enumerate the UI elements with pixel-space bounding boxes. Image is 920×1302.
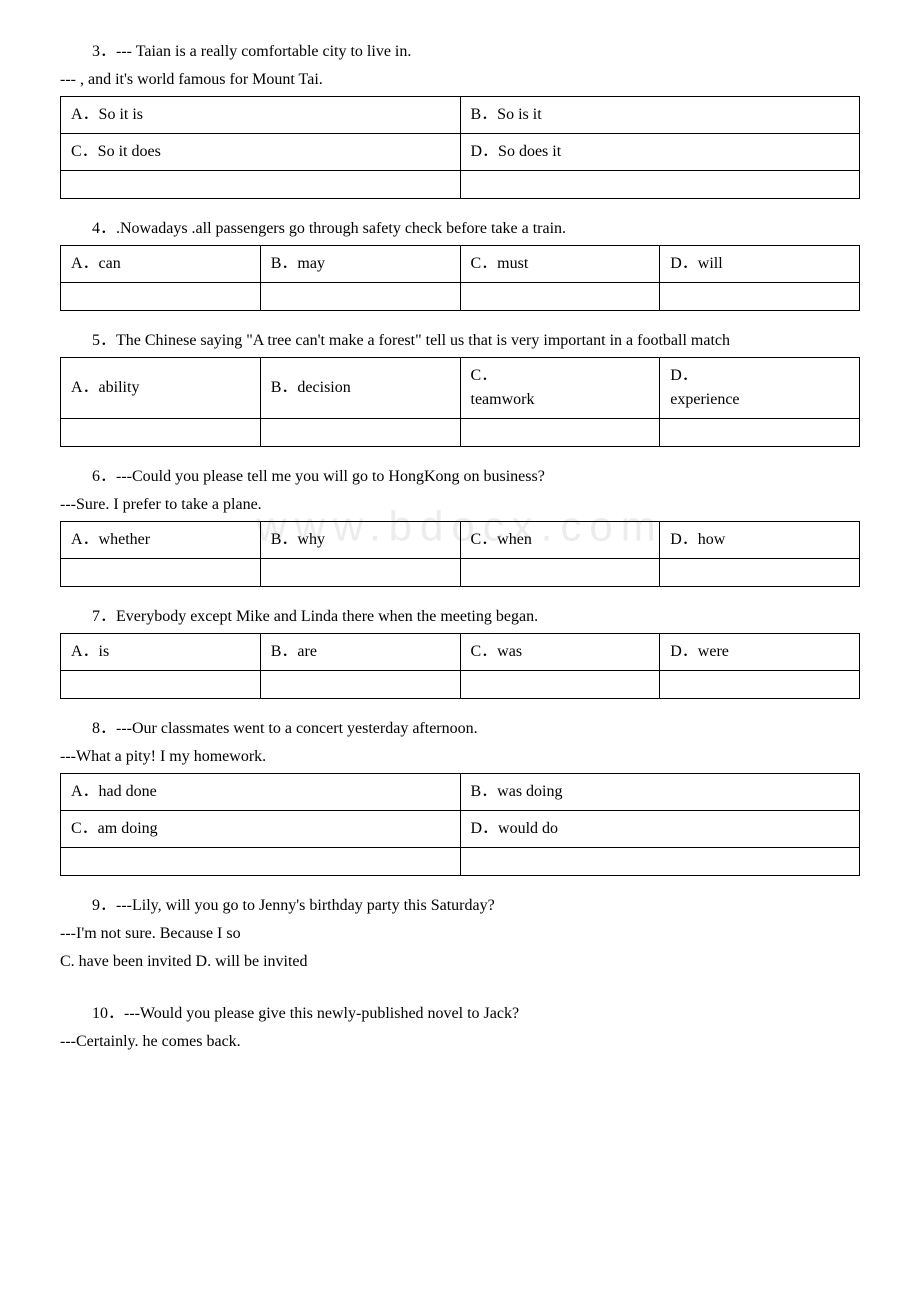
q7-option-a: A．is <box>61 634 261 671</box>
q3-line1: 3．--- Taian is a really comfortable city… <box>60 40 860 64</box>
q6-options-table: A．whether B．why C．when D．how <box>60 521 860 587</box>
question-5: 5．The Chinese saying "A tree can't make … <box>60 329 860 447</box>
q4-blank-cell <box>460 283 660 311</box>
q3-options-table: A．So it is B．So is it C．So it does D．So … <box>60 96 860 199</box>
q4-option-d: D．will <box>660 246 860 283</box>
q3-blank-cell <box>61 171 461 199</box>
question-8: 8．---Our classmates went to a concert ye… <box>60 717 860 876</box>
q6-option-d: D．how <box>660 522 860 559</box>
q4-blank-cell <box>660 283 860 311</box>
q6-line2: ---Sure. I prefer to take a plane. <box>60 493 860 517</box>
q8-blank-cell <box>61 848 461 876</box>
q6-option-c: C．when <box>460 522 660 559</box>
q6-blank-cell <box>260 559 460 587</box>
q5-blank-cell <box>660 419 860 447</box>
q7-option-b: B．are <box>260 634 460 671</box>
q5-option-d: D． experience <box>660 358 860 419</box>
q6-blank-cell <box>460 559 660 587</box>
q10-line2: ---Certainly. he comes back. <box>60 1030 860 1054</box>
q7-options-table: A．is B．are C．was D．were <box>60 633 860 699</box>
question-7: 7．Everybody except Mike and Linda there … <box>60 605 860 699</box>
q4-line1: 4．.Nowadays .all passengers go through s… <box>60 217 860 241</box>
q7-blank-cell <box>260 671 460 699</box>
q5-blank-cell <box>260 419 460 447</box>
q9-line1: 9．---Lily, will you go to Jenny's birthd… <box>60 894 860 918</box>
q3-option-a: A．So it is <box>61 97 461 134</box>
q8-option-a: A．had done <box>61 774 461 811</box>
q4-blank-cell <box>61 283 261 311</box>
question-6: www.bdocx.com 6．---Could you please tell… <box>60 465 860 587</box>
q3-line2: --- , and it's world famous for Mount Ta… <box>60 68 860 92</box>
q9-line3: C. have been invited D. will be invited <box>60 950 860 974</box>
q5-line1: 5．The Chinese saying "A tree can't make … <box>60 329 860 353</box>
q7-line1: 7．Everybody except Mike and Linda there … <box>60 605 860 629</box>
q4-blank-cell <box>260 283 460 311</box>
q7-blank-cell <box>61 671 261 699</box>
q9-line2: ---I'm not sure. Because I so <box>60 922 860 946</box>
q6-line1: 6．---Could you please tell me you will g… <box>60 465 860 489</box>
q7-blank-cell <box>460 671 660 699</box>
q7-option-d: D．were <box>660 634 860 671</box>
q3-option-b: B．So is it <box>460 97 860 134</box>
q6-option-b: B．why <box>260 522 460 559</box>
q4-option-b: B．may <box>260 246 460 283</box>
q4-option-a: A．can <box>61 246 261 283</box>
q4-options-table: A．can B．may C．must D．will <box>60 245 860 311</box>
q5-blank-cell <box>61 419 261 447</box>
q6-blank-cell <box>61 559 261 587</box>
q5-option-a: A．ability <box>61 358 261 419</box>
q5-option-d-line2: experience <box>670 391 739 408</box>
q6-blank-cell <box>660 559 860 587</box>
question-4: 4．.Nowadays .all passengers go through s… <box>60 217 860 311</box>
question-10: 10．---Would you please give this newly-p… <box>60 1002 860 1054</box>
q5-option-c-line1: C． <box>471 367 498 384</box>
q5-option-d-line1: D． <box>670 367 698 384</box>
q5-option-b: B．decision <box>260 358 460 419</box>
q7-blank-cell <box>660 671 860 699</box>
q5-blank-cell <box>460 419 660 447</box>
q3-option-d: D．So does it <box>460 134 860 171</box>
q8-line1: 8．---Our classmates went to a concert ye… <box>60 717 860 741</box>
q5-option-c: C． teamwork <box>460 358 660 419</box>
q6-option-a: A．whether <box>61 522 261 559</box>
q3-option-c: C．So it does <box>61 134 461 171</box>
q7-option-c: C．was <box>460 634 660 671</box>
q5-option-c-line2: teamwork <box>471 391 535 408</box>
q10-line1: 10．---Would you please give this newly-p… <box>60 1002 860 1026</box>
q8-blank-cell <box>460 848 860 876</box>
q8-option-c: C．am doing <box>61 811 461 848</box>
q4-option-c: C．must <box>460 246 660 283</box>
question-9: 9．---Lily, will you go to Jenny's birthd… <box>60 894 860 974</box>
q5-options-table: A．ability B．decision C． teamwork D． expe… <box>60 357 860 447</box>
q8-option-b: B．was doing <box>460 774 860 811</box>
q8-options-table: A．had done B．was doing C．am doing D．woul… <box>60 773 860 876</box>
q3-blank-cell <box>460 171 860 199</box>
q8-line2: ---What a pity! I my homework. <box>60 745 860 769</box>
q8-option-d: D．would do <box>460 811 860 848</box>
question-3: 3．--- Taian is a really comfortable city… <box>60 40 860 199</box>
